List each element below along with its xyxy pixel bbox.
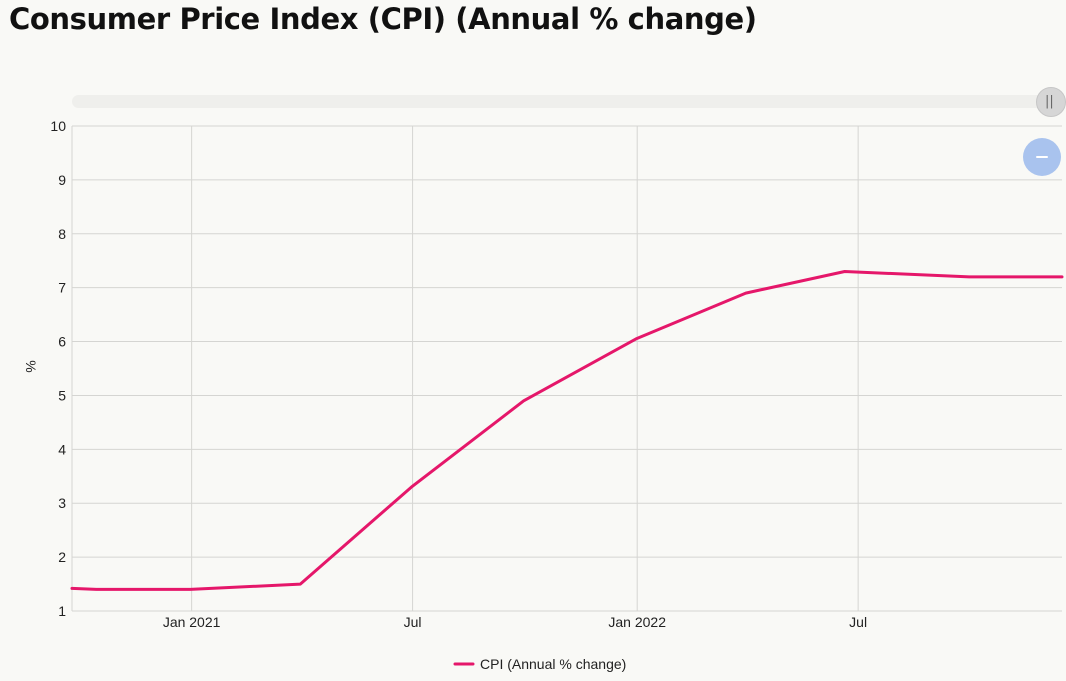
- y-tick-label: 4: [58, 441, 66, 457]
- chart-title: Consumer Price Index (CPI) (Annual % cha…: [9, 2, 757, 36]
- y-tick-label: 5: [58, 387, 66, 403]
- x-tick-label: Jan 2022: [608, 614, 666, 630]
- zoom-out-button[interactable]: [1023, 138, 1061, 176]
- series-layer: [70, 270, 1064, 591]
- series-line-cpi[interactable]: [70, 270, 1064, 591]
- pause-bars-icon: ||: [1045, 94, 1054, 109]
- range-navigator-handle[interactable]: ||: [1036, 87, 1066, 117]
- axis-layer: 1 2 3 4 5 6 7 8 9 10 Jan 2021 Jul Jan 2022 Jul%: [23, 118, 867, 630]
- y-tick-label: 9: [58, 172, 66, 188]
- y-tick-label: 10: [50, 118, 66, 134]
- range-navigator-track[interactable]: [72, 95, 1056, 108]
- y-tick-label: 8: [58, 226, 66, 242]
- y-tick-label: 7: [58, 280, 66, 296]
- y-axis-label: %: [23, 360, 39, 372]
- x-tick-label: Jul: [404, 614, 422, 630]
- legend-item-label: CPI (Annual % change): [480, 656, 626, 672]
- x-tick-label: Jul: [849, 614, 867, 630]
- minus-icon: [1036, 156, 1048, 158]
- legend[interactable]: CPI (Annual % change): [453, 656, 626, 672]
- grid-layer: [71, 125, 1062, 612]
- y-tick-label: 3: [58, 495, 66, 511]
- y-tick-label: 1: [58, 603, 66, 619]
- x-tick-label: Jan 2021: [163, 614, 221, 630]
- y-tick-label: 6: [58, 334, 66, 350]
- y-tick-label: 2: [58, 549, 66, 565]
